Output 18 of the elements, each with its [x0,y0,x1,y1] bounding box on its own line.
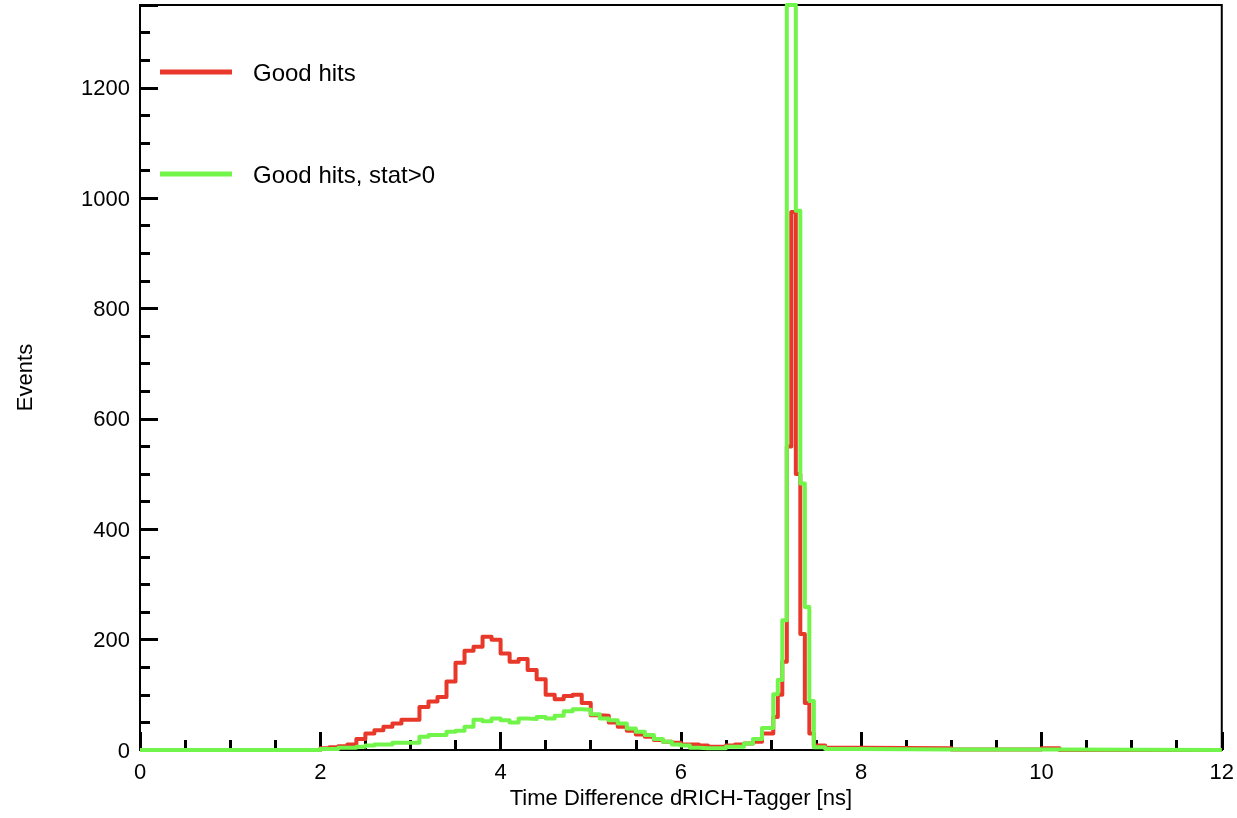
x-tick-label: 6 [674,758,688,784]
x-tick-label: 4 [494,758,507,784]
legend-label: Good hits [253,58,356,86]
y-tick-label: 600 [93,406,130,432]
x-tick-label: 8 [855,758,868,784]
x-tick-label: 2 [314,758,327,784]
x-tick-label: 0 [133,758,147,784]
y-tick-label: 400 [93,516,130,542]
x-tick-label: 10 [1029,758,1054,784]
legend-label: Good hits, stat>0 [253,160,436,188]
y-tick-label: 1000 [81,185,130,211]
y-axis-title: Events [11,343,37,412]
y-tick-label: 1200 [81,75,130,101]
y-tick-label: 200 [93,627,130,653]
y-tick-label: 0 [117,737,130,763]
y-tick-label: 800 [93,296,130,322]
x-tick-label: 12 [1209,758,1235,784]
x-axis-title: Time Difference dRICH-Tagger [ns] [509,785,853,811]
